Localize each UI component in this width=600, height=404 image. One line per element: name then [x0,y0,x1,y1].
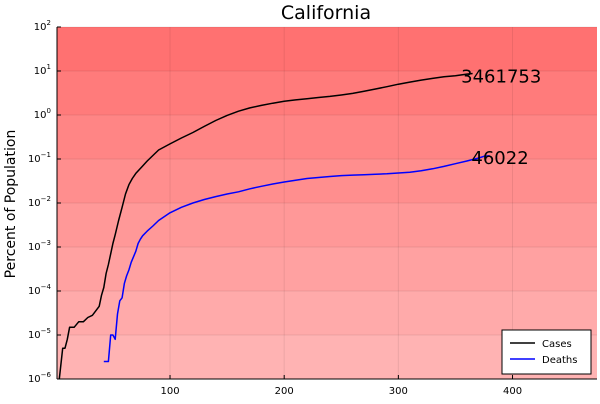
y-tick-label: 10−3 [28,239,51,253]
background-band [57,115,597,159]
background-band [57,291,597,335]
tick-labels: 100 200 300 400 10−6 10−5 10−4 10−3 10−2 10−1 100 1… [28,19,522,397]
chart-title: California [281,2,371,24]
legend-label: Deaths [542,355,577,366]
background-band [57,71,597,115]
legend: Cases Deaths [501,329,592,375]
x-tick-label: 200 [275,386,294,397]
series-end-annotation: 46022 [471,148,528,169]
background-bands [57,27,597,379]
y-tick-label: 10−6 [28,371,52,385]
y-tick-label: 102 [34,19,51,33]
x-tick-label: 400 [503,386,522,397]
y-tick-label: 100 [34,107,51,121]
series-end-annotation: 3461753 [461,66,541,87]
series-lines [58,72,490,380]
x-tick-label: 300 [389,386,408,397]
series-line-deaths [103,155,490,363]
legend-box [501,329,592,375]
y-tick-label: 101 [34,63,51,77]
background-band [57,159,597,203]
y-tick-label: 10−1 [28,151,51,165]
annotations: 3461753 46022 [461,66,541,169]
y-axis-label: Percent of Population [3,130,19,279]
y-tick-label: 10−2 [28,195,51,209]
y-tick-label: 10−4 [28,283,52,297]
background-band [57,203,597,247]
legend-label: Cases [542,339,572,350]
background-band [57,27,597,71]
series-line-cases [58,72,473,380]
y-tick-label: 10−5 [28,327,51,341]
x-tick-label: 100 [160,386,179,397]
background-band [57,247,597,291]
